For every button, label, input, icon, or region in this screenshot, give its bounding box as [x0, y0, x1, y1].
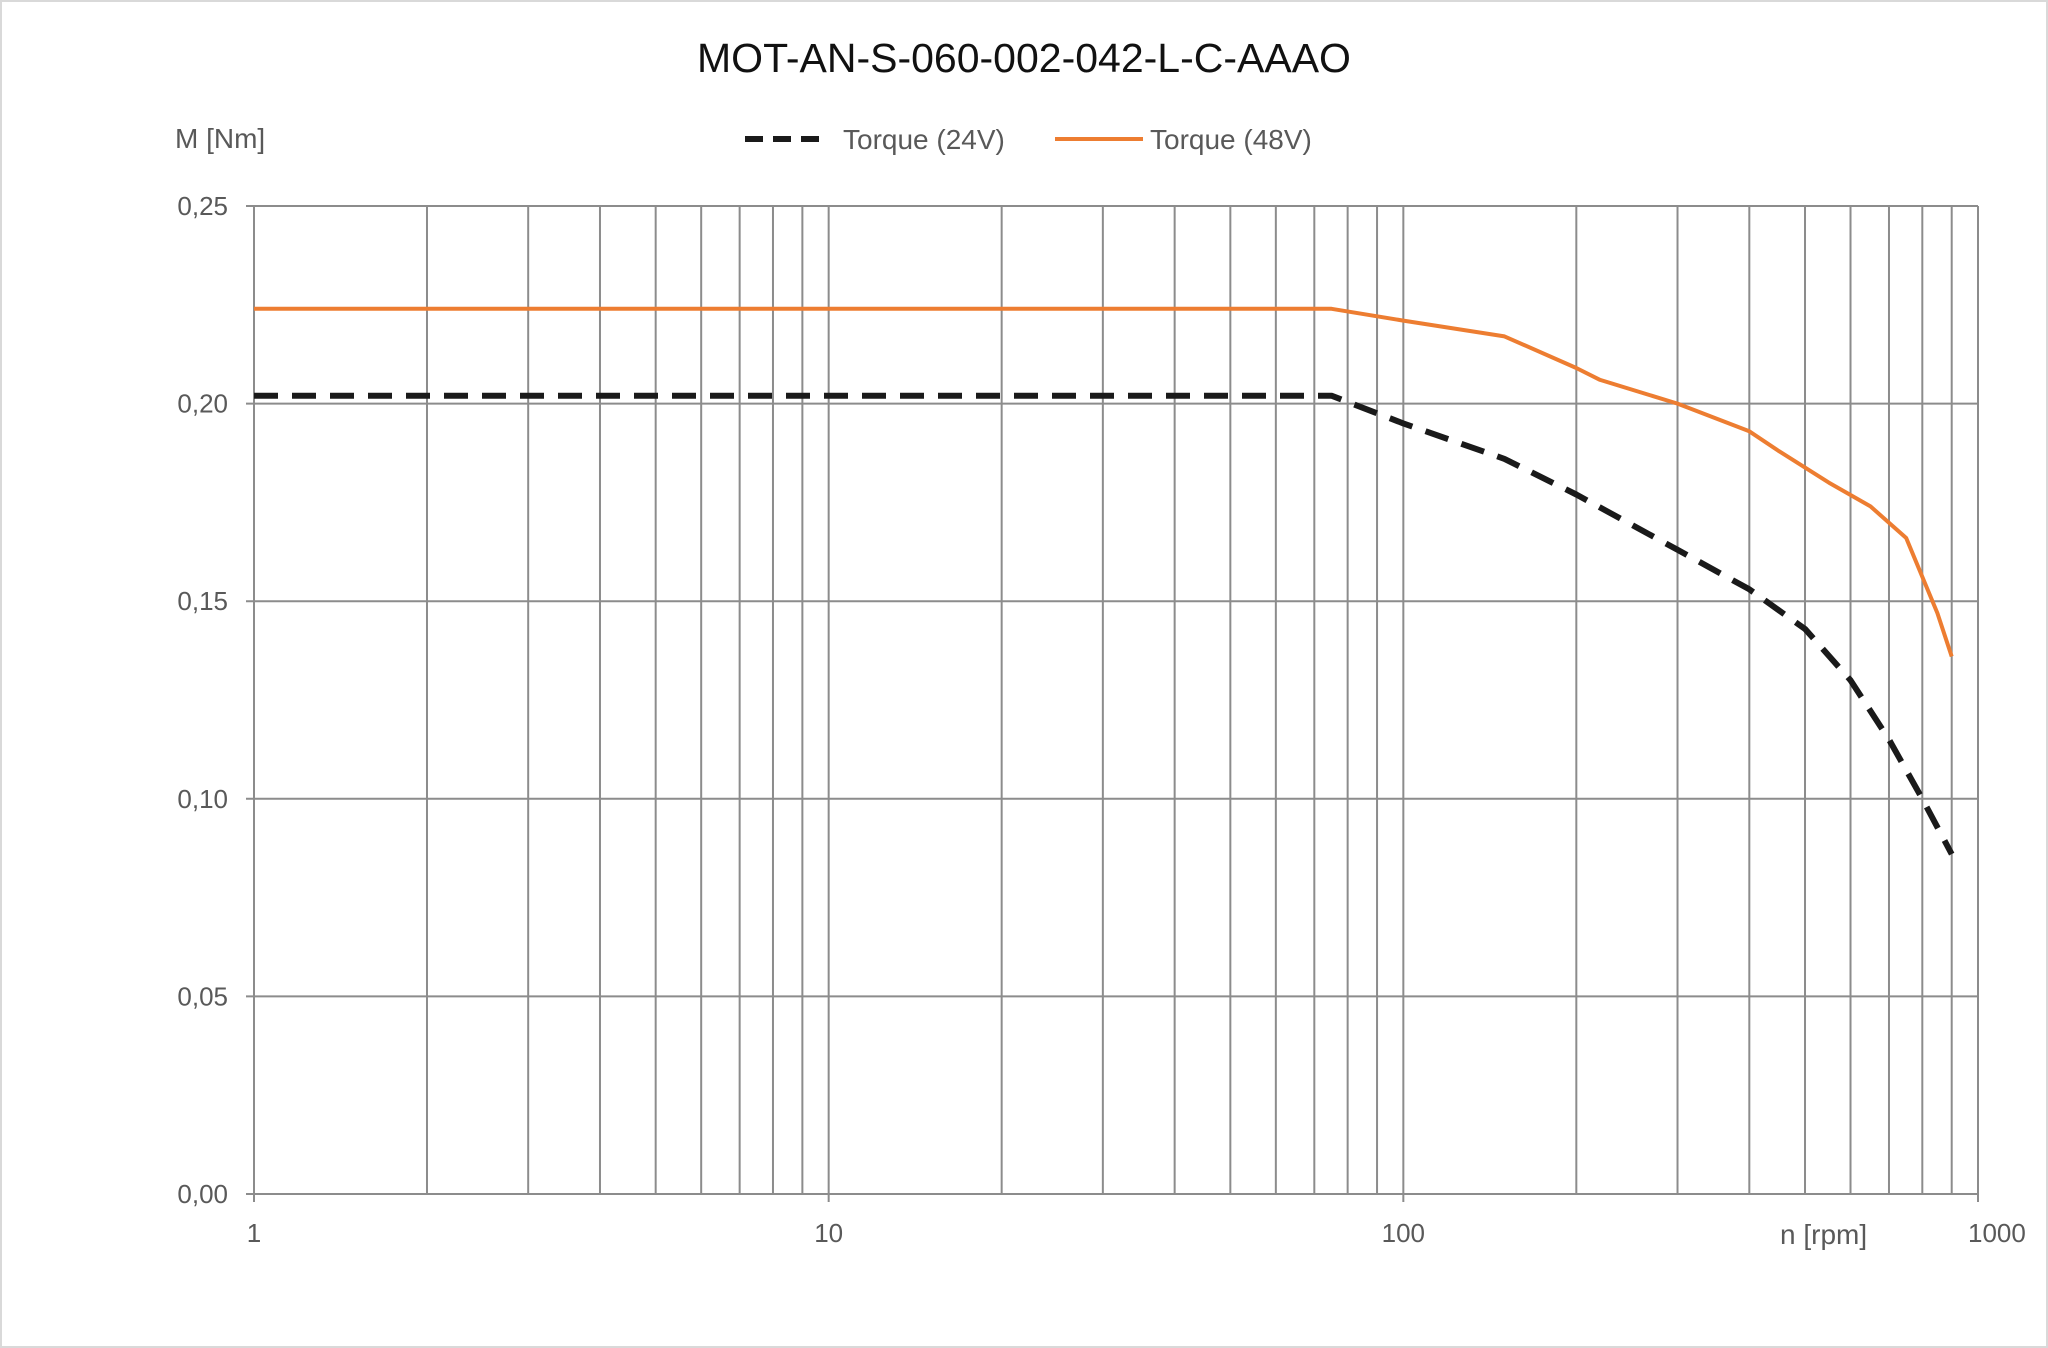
legend-label-torque-48v: Torque (48V)	[1150, 124, 1312, 155]
y-tick-label: 0,10	[177, 784, 228, 814]
series	[254, 306, 1955, 856]
legend: Torque (24V) Torque (48V)	[745, 124, 1312, 155]
y-tick-label: 0,20	[177, 389, 228, 419]
x-tick-label: 10	[814, 1218, 843, 1248]
y-tick-label: 0,15	[177, 586, 228, 616]
y-tick-label: 0,00	[177, 1179, 228, 1209]
x-tick-label: 100	[1382, 1218, 1425, 1248]
y-axis-label: M [Nm]	[175, 123, 265, 154]
y-tick-label: 0,05	[177, 981, 228, 1011]
legend-label-torque-24v: Torque (24V)	[843, 124, 1005, 155]
x-axis-label: n [rpm]	[1780, 1219, 1867, 1250]
chart-title: MOT-AN-S-060-002-042-L-C-AAAO	[697, 35, 1351, 81]
y-tick-label: 0,25	[177, 191, 228, 221]
series-line-torque-24v	[254, 392, 1955, 856]
series-line-torque-48v	[254, 306, 1954, 658]
x-tick-label: 1	[247, 1218, 261, 1248]
x-tick-label: 1000	[1968, 1218, 2026, 1248]
grid	[246, 205, 1979, 1202]
tick-labels: 0,00 0,05 0,10 0,15 0,20 0,25 1 10 100 1000	[177, 191, 2025, 1248]
